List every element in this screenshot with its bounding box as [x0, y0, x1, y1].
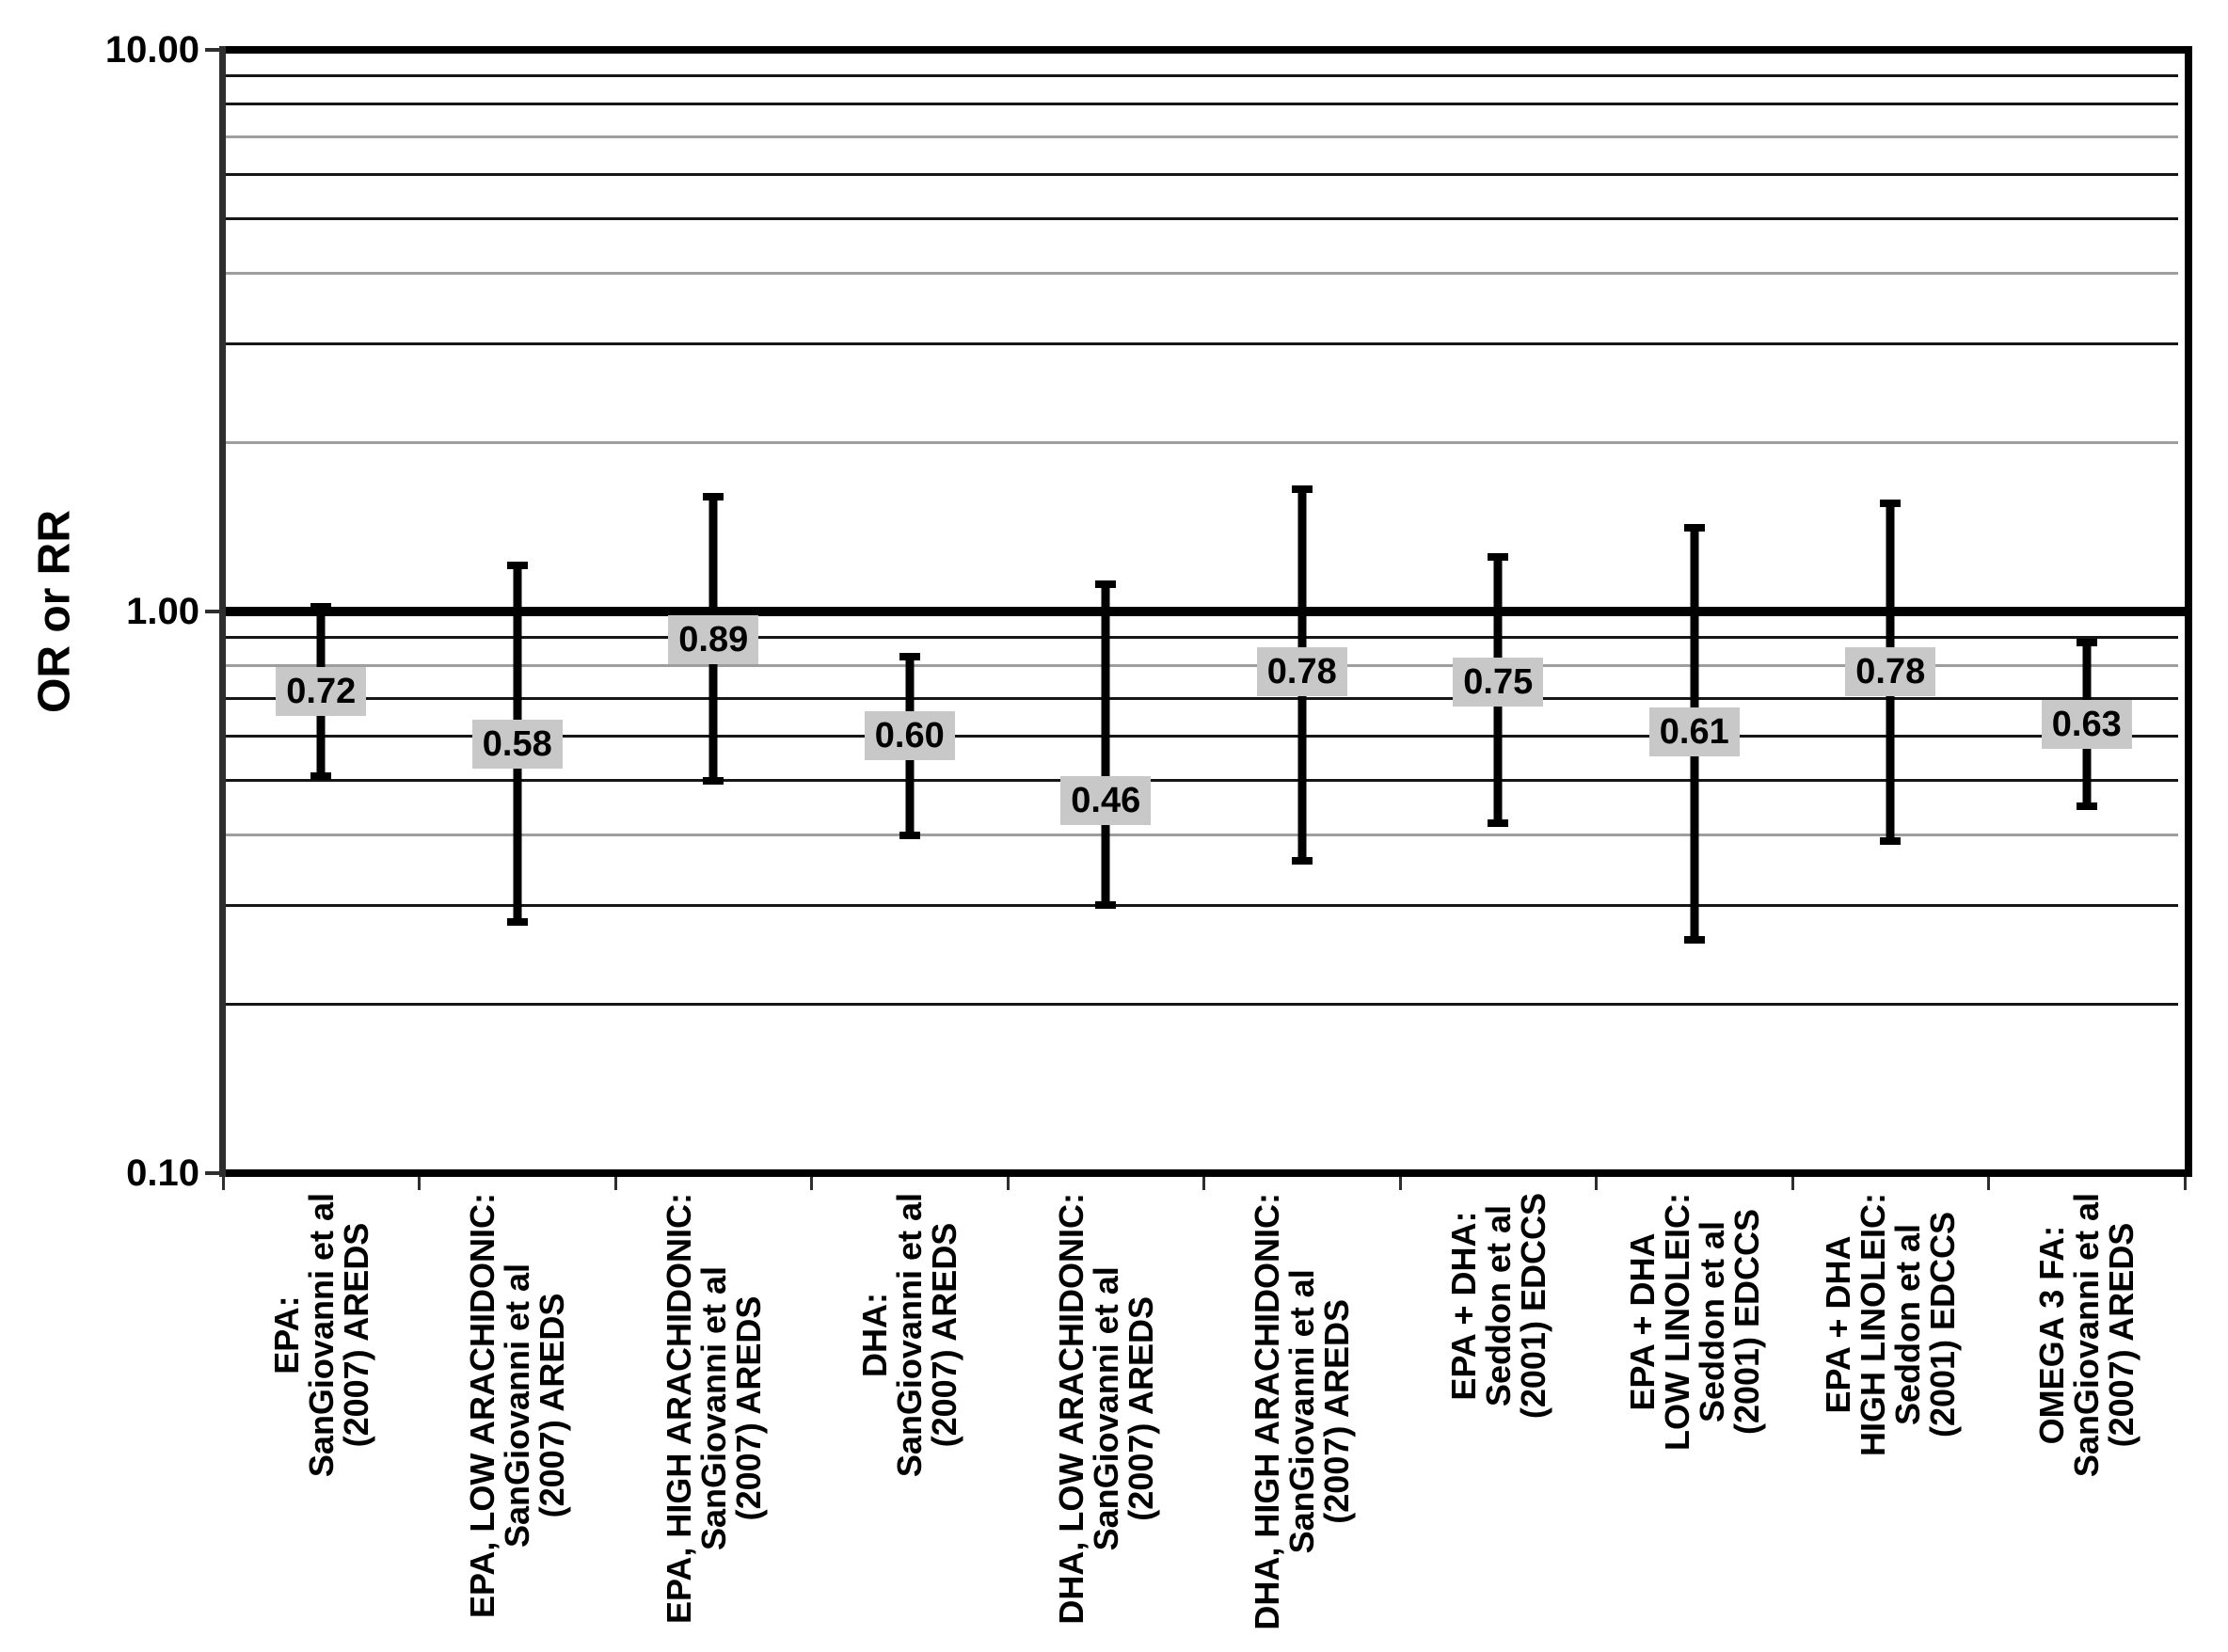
value-label: 0.75 — [1453, 657, 1544, 707]
gridline — [226, 734, 2178, 738]
gridline-gray — [226, 664, 2178, 668]
x-axis-tick — [810, 1177, 813, 1190]
category-label-text: OMEGA 3 FA: SanGiovanni et al (2007) ARE… — [2032, 1193, 2141, 1478]
gridline-gray — [226, 834, 2178, 837]
x-axis-tick — [1202, 1177, 1205, 1190]
error-bar-cap-bottom — [1095, 901, 1117, 910]
error-bar-cap-top — [310, 602, 332, 611]
gridline — [226, 696, 2178, 700]
category-label: EPA, HIGH ARACHIDONIC: SanGiovanni et al… — [659, 1193, 768, 1652]
category-label: EPA + DHA: Seddon et al (2001) EDCCS — [1443, 1193, 1552, 1652]
value-label: 0.58 — [471, 720, 563, 770]
y-axis-tick — [205, 610, 219, 613]
category-label-text: EPA + DHA: Seddon et al (2001) EDCCS — [1443, 1193, 1552, 1420]
error-bar-cap-bottom — [310, 771, 332, 780]
category-label-text: DHA, HIGH ARACHIDONIC: SanGiovanni et al… — [1248, 1193, 1357, 1630]
category-label-text: EPA, LOW ARACHIDONIC: SanGiovanni et al … — [463, 1193, 572, 1618]
value-label: 0.63 — [2041, 699, 2132, 749]
gridline — [226, 342, 2178, 345]
x-axis-tick — [418, 1177, 421, 1190]
error-bar-cap-top — [1488, 553, 1509, 562]
y-tick-label: 0.10 — [126, 1152, 199, 1194]
error-bar-cap-top — [1095, 580, 1117, 588]
error-bar-cap-top — [1880, 499, 1902, 507]
error-bar-cap-top — [1683, 523, 1705, 532]
value-label: 0.60 — [864, 711, 955, 761]
gridline-gray — [226, 135, 2178, 138]
category-label-text: EPA, HIGH ARACHIDONIC: SanGiovanni et al… — [659, 1193, 768, 1624]
reference-line-1 — [223, 607, 2185, 616]
plot-right-border — [2185, 46, 2192, 1177]
error-bar-cap-bottom — [1488, 818, 1509, 827]
y-axis-tick — [205, 48, 219, 52]
plot-bottom-border — [223, 1169, 2192, 1177]
gridline-gray — [226, 272, 2178, 276]
error-bar-cap-bottom — [2076, 802, 2097, 811]
value-label: 0.61 — [1648, 707, 1740, 757]
category-label-text: EPA + DHA HIGH LINOLEIC: Seddon et al (2… — [1819, 1193, 1963, 1456]
category-label: DHA: SanGiovanni et al (2007) AREDS — [855, 1193, 964, 1652]
error-bar-cap-bottom — [1683, 936, 1705, 945]
error-bar-cap-top — [899, 653, 920, 661]
gridline — [226, 779, 2178, 783]
error-bar-cap-bottom — [1880, 837, 1902, 846]
y-tick-label: 1.00 — [126, 591, 199, 632]
error-bar-cap-bottom — [899, 831, 920, 839]
value-label: 0.78 — [1845, 647, 1936, 697]
gridline — [226, 903, 2178, 907]
x-axis-tick — [1398, 1177, 1402, 1190]
y-axis-line — [219, 46, 226, 1177]
category-label: DHA, LOW ARACHIDONIC: SanGiovanni et al … — [1051, 1193, 1160, 1652]
gridline — [226, 217, 2178, 221]
category-label-text: EPA + DHA LOW LINOLEIC: Seddon et al (20… — [1622, 1193, 1766, 1451]
x-axis-tick — [1595, 1177, 1598, 1190]
x-axis-tick — [1790, 1177, 1794, 1190]
category-label: EPA + DHA HIGH LINOLEIC: Seddon et al (2… — [1819, 1193, 1963, 1652]
gridline — [226, 1002, 2178, 1006]
value-label: 0.89 — [668, 615, 759, 665]
error-bar-cap-bottom — [506, 918, 528, 927]
category-label: EPA: SanGiovanni et al (2007) AREDS — [266, 1193, 375, 1652]
category-label-text: EPA: SanGiovanni et al (2007) AREDS — [266, 1193, 375, 1478]
category-label: EPA + DHA LOW LINOLEIC: Seddon et al (20… — [1622, 1193, 1766, 1652]
gridline — [226, 635, 2178, 639]
x-axis-tick — [1006, 1177, 1010, 1190]
category-label: DHA, HIGH ARACHIDONIC: SanGiovanni et al… — [1248, 1193, 1357, 1652]
category-label: OMEGA 3 FA: SanGiovanni et al (2007) ARE… — [2032, 1193, 2141, 1652]
x-axis-tick — [221, 1177, 225, 1190]
error-bar-cap-top — [2076, 639, 2097, 647]
error-bar-cap-top — [506, 561, 528, 569]
error-bar — [1101, 583, 1110, 906]
y-tick-label: 10.00 — [104, 29, 199, 71]
error-bar-cap-top — [1291, 485, 1313, 494]
category-label: EPA, LOW ARACHIDONIC: SanGiovanni et al … — [463, 1193, 572, 1652]
value-label: 0.46 — [1060, 776, 1152, 826]
y-axis-tick — [205, 1171, 219, 1175]
category-label-text: DHA, LOW ARACHIDONIC: SanGiovanni et al … — [1051, 1193, 1160, 1625]
gridline — [226, 73, 2178, 77]
x-axis-tick — [2183, 1177, 2187, 1190]
x-axis-tick — [613, 1177, 617, 1190]
error-bar-cap-top — [703, 493, 724, 501]
x-axis-tick — [1987, 1177, 1990, 1190]
error-bar-cap-bottom — [703, 776, 724, 785]
gridline-gray — [226, 440, 2178, 444]
plot-top-border — [223, 46, 2192, 54]
value-label: 0.78 — [1256, 647, 1347, 697]
category-label-text: DHA: SanGiovanni et al (2007) AREDS — [855, 1193, 964, 1478]
gridline — [226, 172, 2178, 176]
error-bar-cap-bottom — [1291, 856, 1313, 865]
gridline — [226, 103, 2178, 106]
value-label: 0.72 — [276, 667, 367, 717]
